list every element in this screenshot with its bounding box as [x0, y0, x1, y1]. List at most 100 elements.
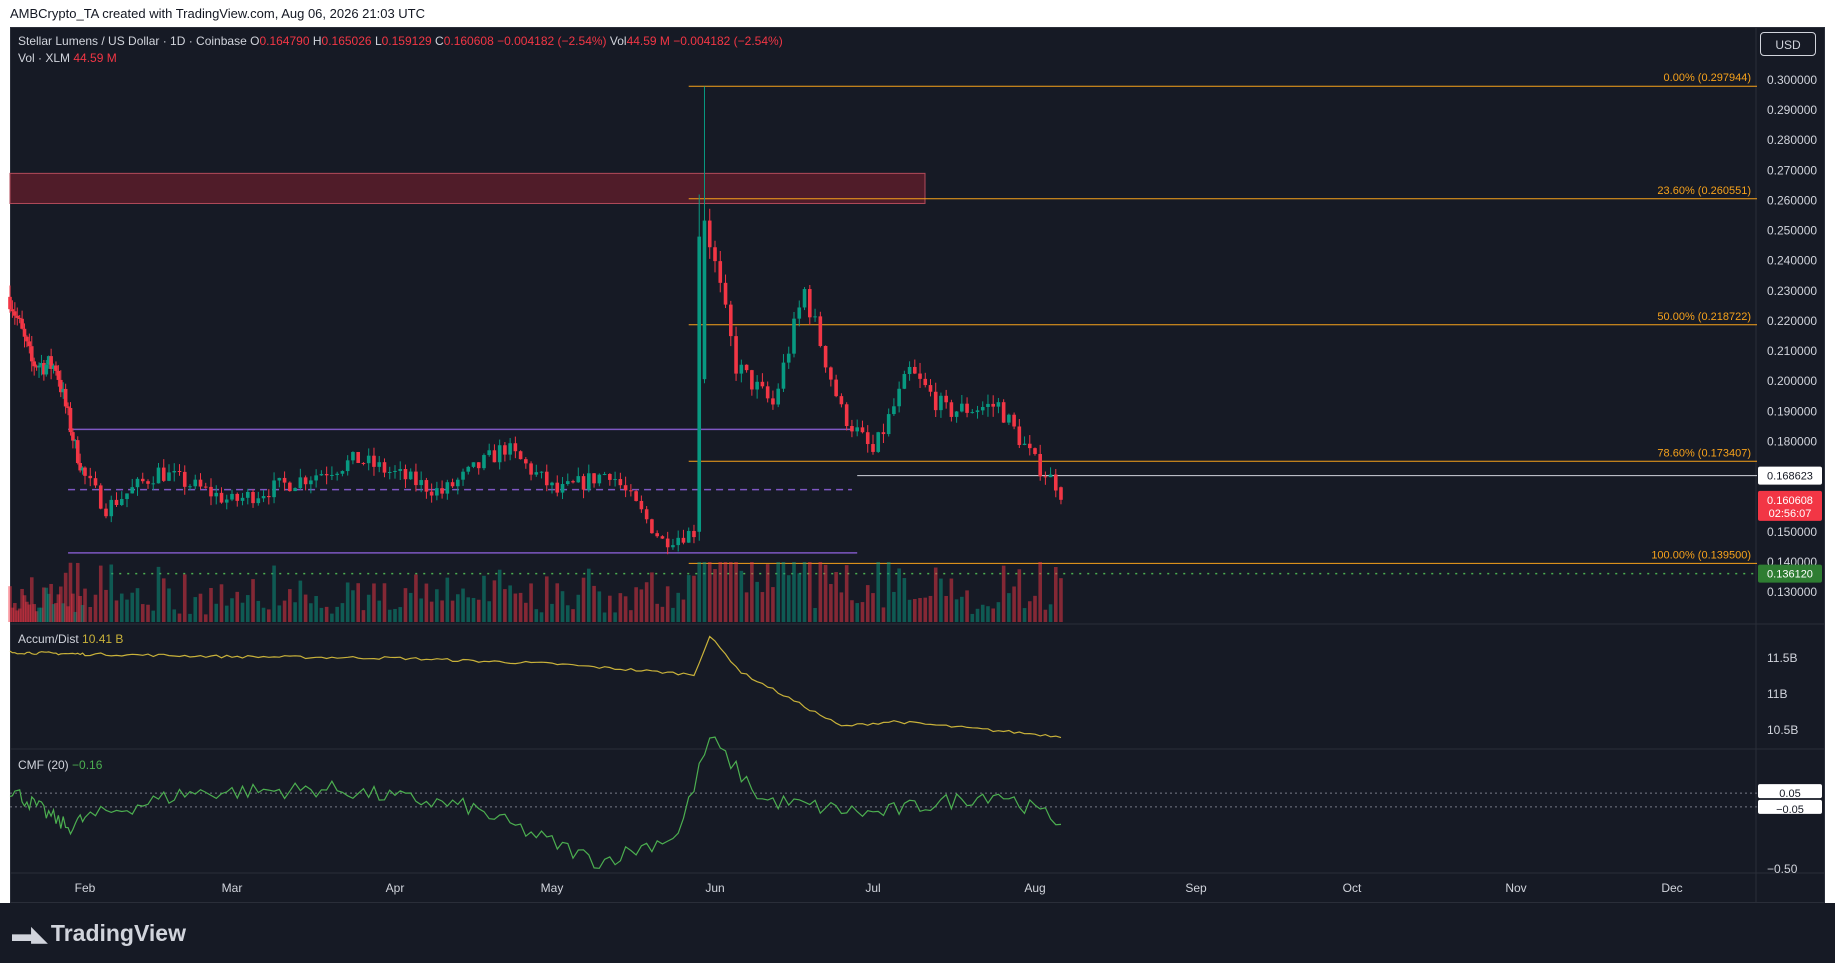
- candle-body[interactable]: [114, 499, 119, 505]
- candle-body[interactable]: [734, 336, 738, 374]
- candle-body[interactable]: [1059, 487, 1063, 500]
- candle-body[interactable]: [960, 403, 964, 412]
- candle-body[interactable]: [63, 388, 68, 407]
- candle-body[interactable]: [37, 365, 41, 368]
- candle-body[interactable]: [544, 471, 549, 486]
- candle-body[interactable]: [54, 365, 58, 371]
- candle-body[interactable]: [59, 379, 63, 393]
- candle-body[interactable]: [844, 404, 849, 427]
- candle-body[interactable]: [1053, 474, 1058, 491]
- candle-body[interactable]: [476, 462, 481, 469]
- candle-body[interactable]: [393, 470, 397, 473]
- candle-body[interactable]: [755, 381, 759, 390]
- candle-body[interactable]: [361, 462, 366, 464]
- candle-body[interactable]: [288, 482, 292, 492]
- candle-body[interactable]: [539, 471, 544, 473]
- candle-body[interactable]: [818, 316, 823, 346]
- candle-body[interactable]: [61, 388, 66, 393]
- candle-body[interactable]: [340, 471, 345, 474]
- candle-body[interactable]: [855, 427, 859, 432]
- candle-body[interactable]: [823, 345, 828, 368]
- candle-body[interactable]: [718, 261, 723, 283]
- candle-body[interactable]: [251, 491, 255, 504]
- candle-body[interactable]: [808, 289, 812, 318]
- candle-body[interactable]: [440, 488, 444, 494]
- candle-body[interactable]: [366, 455, 371, 464]
- candle-body[interactable]: [618, 479, 623, 486]
- candle-body[interactable]: [487, 450, 491, 456]
- candle-body[interactable]: [73, 440, 78, 442]
- candle-body[interactable]: [771, 398, 775, 405]
- candle-body[interactable]: [298, 477, 303, 489]
- candle-body[interactable]: [75, 440, 80, 463]
- candle-body[interactable]: [786, 353, 791, 363]
- candle-body[interactable]: [140, 478, 145, 482]
- candle-body[interactable]: [319, 474, 324, 476]
- candle-body[interactable]: [639, 500, 644, 510]
- candle-body[interactable]: [372, 455, 376, 467]
- candle-body[interactable]: [681, 537, 686, 543]
- candle-body[interactable]: [949, 402, 954, 417]
- candle-body[interactable]: [750, 370, 754, 390]
- candle-body[interactable]: [944, 395, 948, 403]
- candle-body[interactable]: [644, 509, 649, 520]
- candle-body[interactable]: [39, 363, 44, 366]
- candle-body[interactable]: [424, 480, 429, 492]
- candle-body[interactable]: [623, 485, 628, 491]
- candle-body[interactable]: [996, 402, 1001, 407]
- candle-body[interactable]: [466, 466, 471, 472]
- candle-body[interactable]: [88, 475, 93, 479]
- candle-body[interactable]: [71, 432, 75, 441]
- candle-body[interactable]: [550, 482, 554, 486]
- candle-body[interactable]: [886, 414, 891, 435]
- candle-body[interactable]: [1012, 414, 1016, 427]
- candle-body[interactable]: [923, 378, 928, 386]
- candle-body[interactable]: [51, 365, 56, 369]
- candle-body[interactable]: [172, 471, 177, 473]
- candle-body[interactable]: [414, 471, 418, 486]
- candle-body[interactable]: [377, 462, 382, 467]
- candle-body[interactable]: [1038, 453, 1042, 477]
- candle-body[interactable]: [665, 538, 670, 548]
- candle-body[interactable]: [629, 490, 633, 492]
- candle-body[interactable]: [913, 366, 917, 374]
- candle-body[interactable]: [692, 530, 696, 538]
- candle-body[interactable]: [324, 474, 329, 476]
- cmf-line[interactable]: [9, 736, 1062, 869]
- candle-body[interactable]: [398, 469, 403, 471]
- candle-body[interactable]: [792, 318, 796, 354]
- candle-body[interactable]: [1017, 426, 1022, 446]
- candle-body[interactable]: [20, 318, 24, 329]
- candle-body[interactable]: [387, 472, 392, 474]
- candle-body[interactable]: [760, 381, 765, 387]
- candle-body[interactable]: [335, 473, 339, 475]
- candle-body[interactable]: [954, 411, 959, 417]
- candle-body[interactable]: [156, 467, 161, 484]
- candle-body[interactable]: [56, 370, 61, 380]
- candle-body[interactable]: [235, 493, 240, 501]
- candle-body[interactable]: [182, 471, 187, 487]
- candle-body[interactable]: [839, 396, 844, 405]
- candle-body[interactable]: [697, 236, 702, 532]
- candle-body[interactable]: [1007, 414, 1011, 423]
- candle-body[interactable]: [356, 452, 360, 463]
- candle-body[interactable]: [256, 498, 261, 504]
- candle-body[interactable]: [686, 530, 691, 543]
- candle-body[interactable]: [456, 479, 460, 487]
- candle-body[interactable]: [167, 472, 171, 481]
- candle-body[interactable]: [723, 282, 728, 305]
- candle-body[interactable]: [382, 462, 387, 473]
- candle-body[interactable]: [813, 316, 817, 318]
- candle-body[interactable]: [713, 247, 717, 262]
- candle-body[interactable]: [245, 491, 250, 498]
- candle-body[interactable]: [78, 462, 82, 471]
- candle-body[interactable]: [902, 374, 907, 389]
- candle-body[interactable]: [42, 363, 46, 375]
- candle-body[interactable]: [219, 492, 224, 503]
- candle-body[interactable]: [634, 491, 638, 501]
- candle-body[interactable]: [32, 361, 36, 367]
- candle-body[interactable]: [214, 492, 219, 497]
- candle-body[interactable]: [907, 366, 912, 375]
- candle-body[interactable]: [965, 403, 969, 413]
- candle-body[interactable]: [897, 388, 901, 407]
